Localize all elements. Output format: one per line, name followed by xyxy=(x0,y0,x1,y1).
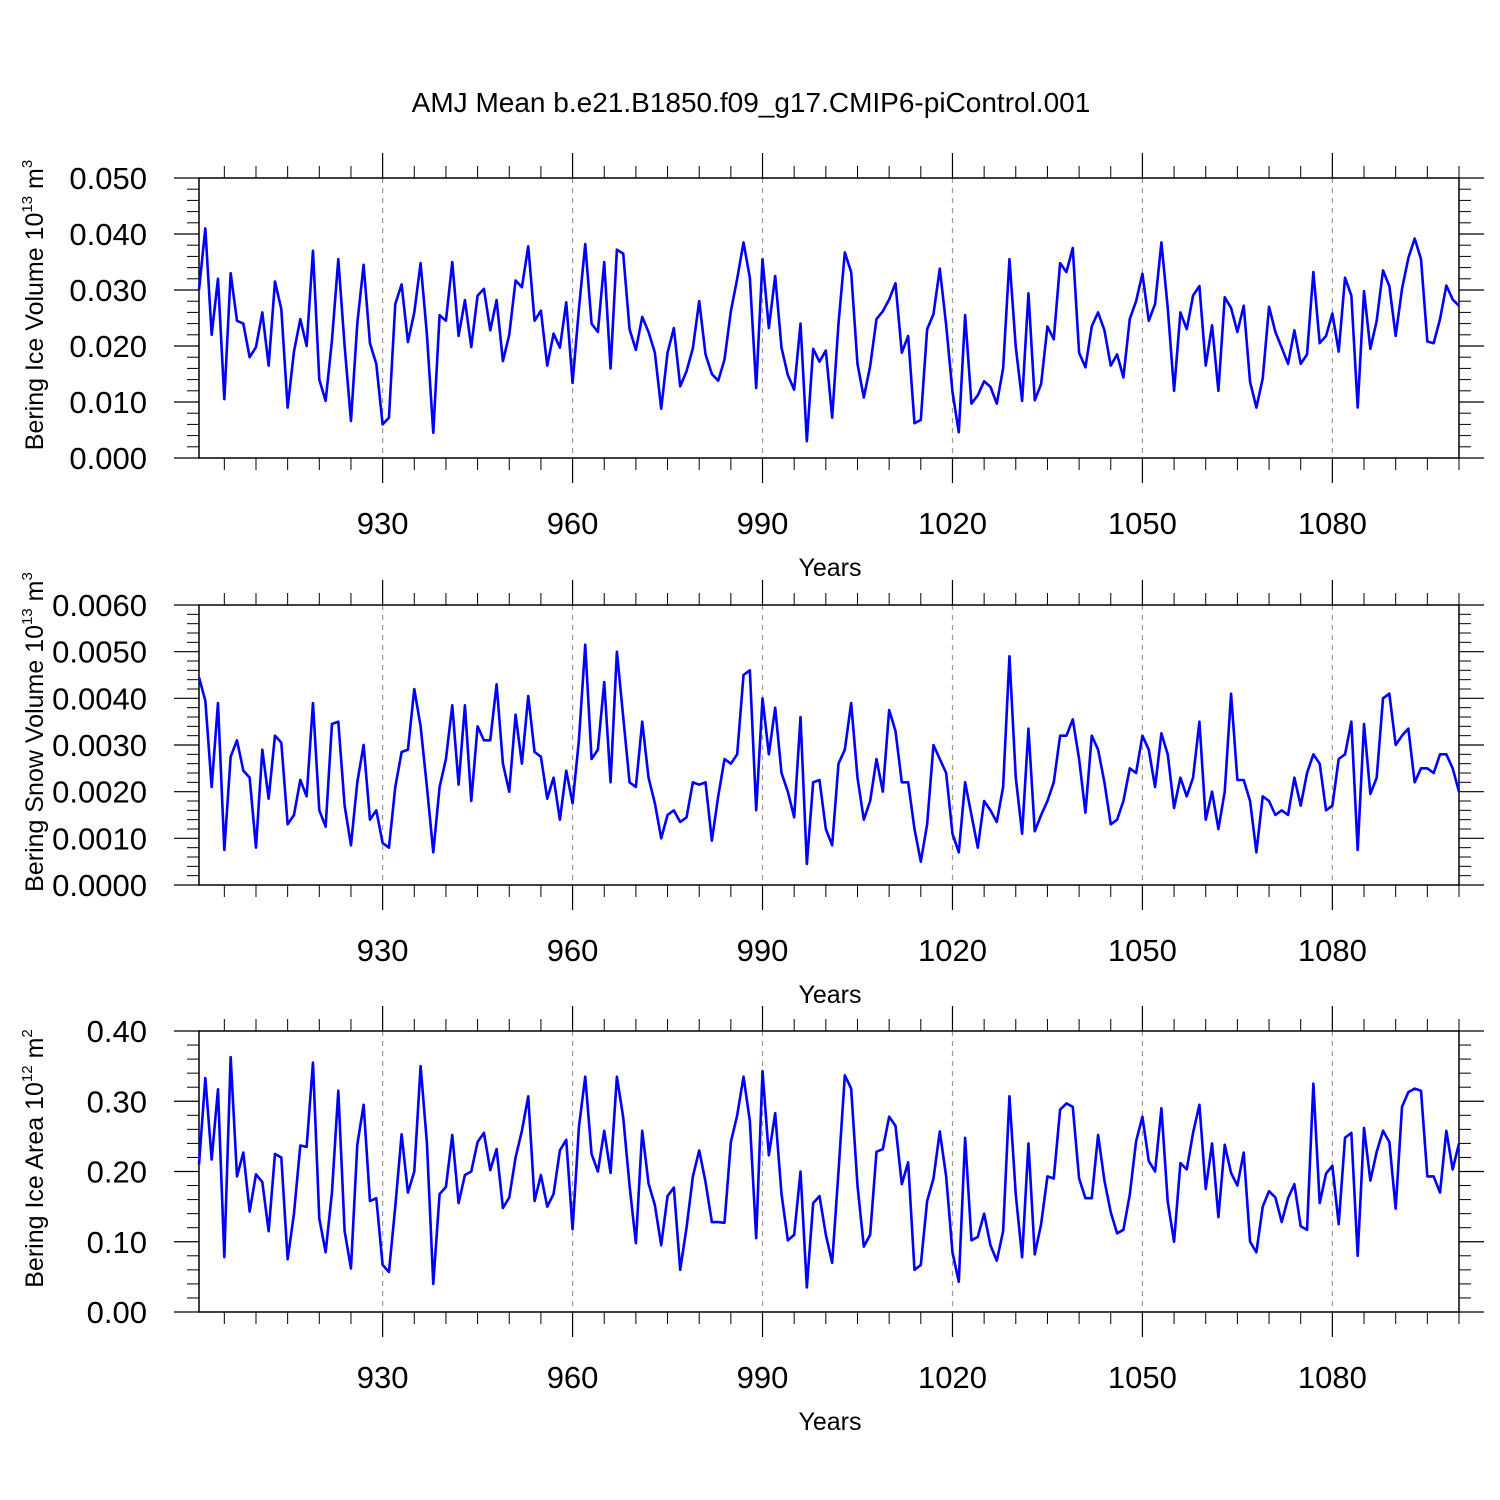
y-tick-label: 0.0040 xyxy=(52,681,147,716)
y-tick-label: 0.40 xyxy=(87,1014,147,1049)
x-tick-labels-ice-area: 930 960 990 1020 1050 1080 xyxy=(357,1360,1367,1395)
x-axis-label-ice-volume: Years xyxy=(798,554,861,582)
panel-ice-volume: 0.000 0.010 0.020 0.030 0.040 0.050 930 960 990… xyxy=(19,153,1484,582)
y-tick-label: 0.10 xyxy=(87,1225,147,1260)
y-axis-label-main: Bering Ice Volume 10 xyxy=(21,213,49,451)
x-tick-label: 1020 xyxy=(918,933,987,968)
x-tick-label: 1020 xyxy=(918,506,987,541)
y-tick-label: 0.0010 xyxy=(52,821,147,856)
minor-ticks-ice-area xyxy=(187,1019,1471,1324)
y-tick-label: 0.0000 xyxy=(52,868,147,903)
series-line-ice-volume xyxy=(197,227,1460,443)
y-tick-labels-ice-volume: 0.000 0.010 0.020 0.030 0.040 0.050 xyxy=(69,161,147,476)
x-axis-label-snow-volume: Years xyxy=(798,981,861,1009)
y-tick-label: 0.0030 xyxy=(52,728,147,763)
figure-title: AMJ Mean b.e21.B1850.f09_g17.CMIP6-piCon… xyxy=(412,87,1091,118)
y-tick-labels-snow-volume: 0.0000 0.0010 0.0020 0.0030 0.0040 0.0050 0.00… xyxy=(52,588,147,903)
y-axis-label-ice-area: Bering Ice Area 1012 m2 xyxy=(19,1029,49,1288)
plot-frame-ice-area xyxy=(198,1030,1460,1313)
x-tick-labels-snow-volume: 930 960 990 1020 1050 1080 xyxy=(357,933,1367,968)
minor-ticks-ice-volume xyxy=(187,166,1471,470)
y-axis-label-ice-volume: Bering Ice Volume 1013 m3 xyxy=(19,160,49,450)
y-tick-label: 0.030 xyxy=(69,273,147,308)
x-tick-label: 990 xyxy=(737,1360,789,1395)
y-tick-labels-ice-area: 0.00 0.10 0.20 0.30 0.40 xyxy=(87,1014,147,1330)
minor-ticks-snow-volume xyxy=(187,593,1471,897)
x-axis-label-ice-area: Years xyxy=(798,1408,861,1436)
plot-frame-ice-volume xyxy=(198,177,1460,459)
y-axis-label-unit: m xyxy=(21,1038,49,1066)
y-axis-label-unit: m xyxy=(21,168,49,196)
x-tick-label: 1080 xyxy=(1298,506,1367,541)
x-tick-label: 960 xyxy=(547,506,599,541)
y-tick-label: 0.040 xyxy=(69,217,147,252)
x-tick-label: 960 xyxy=(547,933,599,968)
x-tick-label: 930 xyxy=(357,506,409,541)
y-axis-label-main: Bering Snow Volume 10 xyxy=(21,625,49,892)
y-axis-label-exponent: 12 xyxy=(19,1065,36,1082)
y-tick-label: 0.0060 xyxy=(52,588,147,623)
x-tick-label: 1020 xyxy=(918,1360,987,1395)
major-ticks-ice-volume xyxy=(174,153,1484,483)
y-axis-label-unit-exponent: 3 xyxy=(19,572,36,580)
y-tick-label: 0.00 xyxy=(87,1295,147,1330)
y-tick-label: 0.20 xyxy=(87,1155,147,1190)
y-tick-label: 0.000 xyxy=(69,441,147,476)
y-axis-label-snow-volume: Bering Snow Volume 1013 m3 xyxy=(19,572,49,892)
y-axis-label-unit: m xyxy=(21,581,49,609)
y-tick-label: 0.050 xyxy=(69,161,147,196)
x-tick-label: 1080 xyxy=(1298,933,1367,968)
x-tick-label: 990 xyxy=(737,933,789,968)
y-axis-label-unit-exponent: 2 xyxy=(19,1029,36,1037)
y-tick-label: 0.0020 xyxy=(52,775,147,810)
plot-frame-snow-volume xyxy=(198,604,1460,886)
y-tick-label: 0.010 xyxy=(69,385,147,420)
x-tick-label: 1050 xyxy=(1108,933,1177,968)
major-ticks-ice-area xyxy=(174,1006,1484,1337)
grid-lines-snow-volume xyxy=(382,605,1333,885)
x-tick-label: 1080 xyxy=(1298,1360,1367,1395)
panel-ice-area: 0.00 0.10 0.20 0.30 0.40 930 960 990 1020 1050 10… xyxy=(19,1006,1484,1436)
panel-snow-volume: 0.0000 0.0010 0.0020 0.0030 0.0040 0.0050 0.00… xyxy=(19,572,1484,1009)
y-tick-label: 0.0050 xyxy=(52,635,147,670)
series-line-ice-area xyxy=(197,1055,1461,1289)
x-tick-label: 1050 xyxy=(1108,1360,1177,1395)
x-tick-label: 1050 xyxy=(1108,506,1177,541)
y-tick-label: 0.020 xyxy=(69,329,147,364)
x-tick-label: 930 xyxy=(357,933,409,968)
x-tick-label: 990 xyxy=(737,506,789,541)
x-tick-labels-ice-volume: 930 960 990 1020 1050 1080 xyxy=(357,506,1367,541)
y-axis-label-exponent: 13 xyxy=(19,196,36,213)
y-axis-label-main: Bering Ice Area 10 xyxy=(21,1082,49,1288)
x-tick-label: 960 xyxy=(547,1360,599,1395)
x-tick-label: 930 xyxy=(357,1360,409,1395)
y-tick-label: 0.30 xyxy=(87,1084,147,1119)
y-axis-label-unit-exponent: 3 xyxy=(19,160,36,168)
series-line-snow-volume xyxy=(197,643,1461,866)
major-ticks-snow-volume xyxy=(174,580,1484,910)
y-axis-label-exponent: 13 xyxy=(19,608,36,625)
